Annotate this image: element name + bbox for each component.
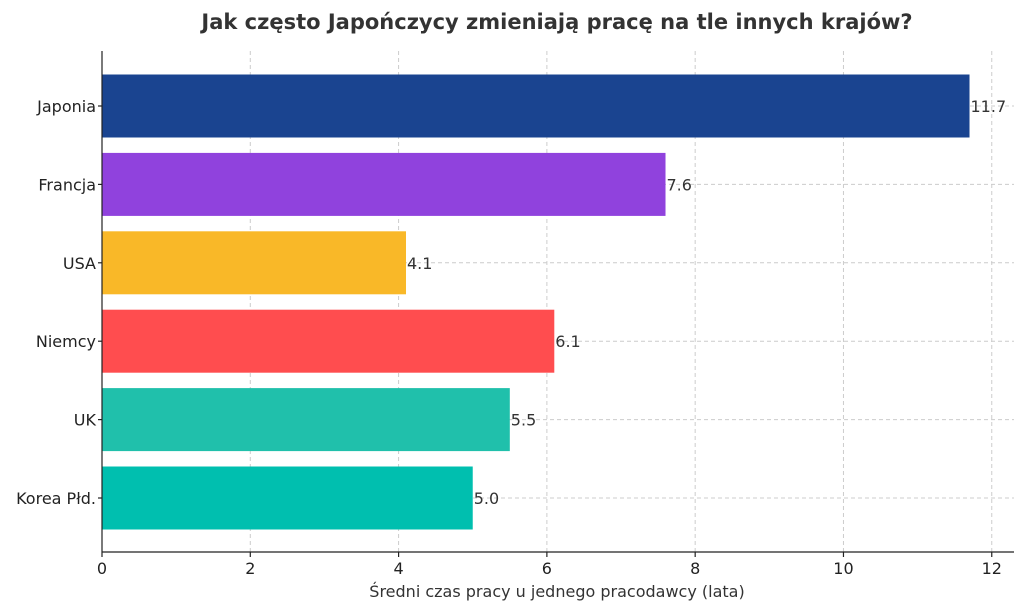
bars <box>102 74 970 530</box>
bar-niemcy <box>102 309 555 373</box>
chart-title: Jak często Japończycy zmieniają pracę na… <box>199 10 912 34</box>
y-tick-label: Francja <box>38 175 96 194</box>
bar-value-label: 7.6 <box>667 175 692 194</box>
axes: Japonia Francja USA Niemcy UK Korea Płd. 0 2 4 6 8… <box>16 51 1014 578</box>
x-tick-label: 0 <box>97 559 107 578</box>
bar-japonia <box>102 74 970 138</box>
bar-francja <box>102 152 666 216</box>
y-tick-label: Korea Płd. <box>16 489 96 508</box>
x-tick-label: 6 <box>542 559 552 578</box>
y-tick-label: UK <box>74 411 97 430</box>
bar-value-label: 5.5 <box>511 411 536 430</box>
y-tick-label: Niemcy <box>36 332 96 351</box>
y-tick-label: USA <box>63 254 96 273</box>
x-tick-label: 2 <box>245 559 255 578</box>
bar-usa <box>102 231 406 295</box>
bar-value-label: 11.7 <box>971 97 1007 116</box>
x-tick-label: 12 <box>982 559 1002 578</box>
x-tick-label: 10 <box>833 559 853 578</box>
y-tick-label: Japonia <box>36 97 96 116</box>
x-tick-label: 4 <box>393 559 403 578</box>
bar-value-label: 4.1 <box>407 254 432 273</box>
value-labels: 11.7 7.6 4.1 6.1 5.5 5.0 <box>407 97 1006 508</box>
bar-value-label: 6.1 <box>555 332 580 351</box>
x-tick-label: 8 <box>690 559 700 578</box>
bar-uk <box>102 388 510 452</box>
x-axis-label: Średni czas pracy u jednego pracodawcy (… <box>369 582 744 601</box>
bar-korea-p-d <box>102 466 473 530</box>
bar-value-label: 5.0 <box>474 489 499 508</box>
